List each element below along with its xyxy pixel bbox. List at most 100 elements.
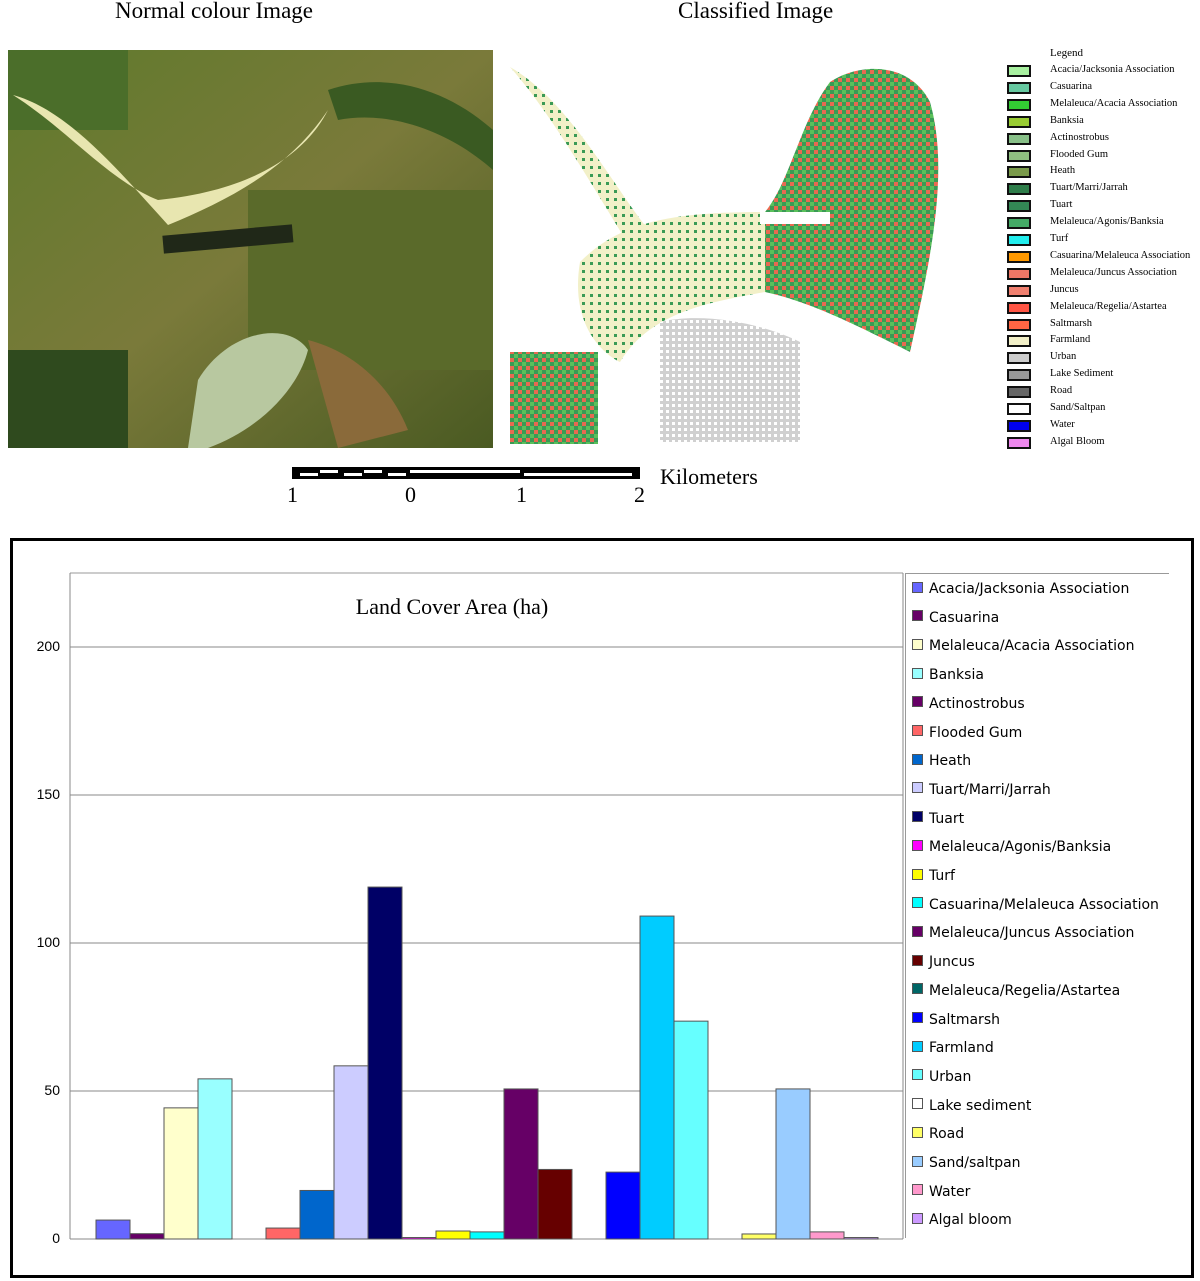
chart-frame <box>10 538 1194 1278</box>
y-tick-label: 100 <box>36 934 60 950</box>
bar <box>435 1230 471 1240</box>
chart-legend-item: Lake sediment <box>912 1097 1031 1115</box>
legend-label: Casuarina <box>929 609 1000 626</box>
chart-legend-item: Casuarina <box>912 609 999 627</box>
legend-label: Banksia <box>929 667 984 684</box>
chart-legend-item: Acacia/Jacksonia Association <box>912 580 1129 598</box>
bar <box>605 1171 641 1240</box>
map-legend-label: Heath <box>1050 165 1076 177</box>
map-legend-label: Flooded Gum <box>1050 148 1109 160</box>
classified-image <box>510 67 939 444</box>
map-legend-label: Melaleuca/Juncus Association <box>1050 266 1177 278</box>
bar <box>299 1189 335 1240</box>
legend-swatch <box>1007 267 1031 280</box>
chart-legend-item: Melaleuca/Agonis/Banksia <box>912 838 1111 856</box>
chart-legend-item: Water <box>912 1183 970 1201</box>
bar <box>95 1219 131 1240</box>
legend-swatch <box>912 1155 923 1167</box>
legend-label: Tuart/Marri/Jarrah <box>929 781 1051 798</box>
scale-unit: Kilometers <box>660 464 758 489</box>
legend-label: Juncus <box>929 954 975 971</box>
map-legend-label: Algal Bloom <box>1050 435 1105 447</box>
map-legend-label: Water <box>1050 418 1075 430</box>
legend-swatch <box>912 1069 923 1081</box>
legend-swatch <box>912 1184 923 1196</box>
map-legend-label: Urban <box>1050 351 1077 363</box>
legend-swatch <box>1007 132 1031 145</box>
classified-image-title: Classified Image <box>678 0 834 23</box>
legend-label: Sand/saltpan <box>929 1155 1021 1171</box>
map-legend-title: Legend <box>1050 47 1083 59</box>
legend-swatch <box>1007 200 1031 213</box>
legend-label: Melaleuca/Acacia Association <box>929 638 1135 655</box>
chart-legend-item: Melaleuca/Juncus Association <box>912 924 1134 942</box>
scale-label: 2 <box>634 482 645 507</box>
map-legend-label: Tuart <box>1050 199 1073 211</box>
bar <box>469 1231 505 1240</box>
map-legend-label: Actinostrobus <box>1050 131 1109 143</box>
legend-swatch <box>912 753 923 765</box>
legend-swatch <box>1007 183 1031 196</box>
map-legend-label: Saltmarsh <box>1050 317 1092 329</box>
chart-legend-item: Road <box>912 1125 964 1143</box>
bar <box>401 1237 437 1240</box>
legend-swatch <box>912 983 923 995</box>
legend-swatch <box>912 868 923 880</box>
bar <box>775 1088 811 1240</box>
legend-swatch <box>1007 403 1031 415</box>
bar <box>163 1107 199 1240</box>
legend-label: Melaleuca/Agonis/Banksia <box>929 839 1112 856</box>
chart-legend <box>905 573 1169 1238</box>
legend-swatch <box>912 1040 923 1052</box>
legend-label: Melaleuca/Juncus Association <box>929 925 1135 942</box>
bar <box>537 1168 573 1240</box>
chart-legend-item: Tuart/Marri/Jarrah <box>912 781 1051 799</box>
legend-swatch <box>912 1126 923 1138</box>
legend-label: Turf <box>929 868 955 884</box>
chart-legend-item: Heath <box>912 752 971 770</box>
chart-legend-item: Actinostrobus <box>912 695 1025 713</box>
legend-label: Farmland <box>929 1040 994 1057</box>
legend-swatch <box>1007 234 1031 246</box>
legend-swatch <box>1007 115 1031 128</box>
chart-legend-item: Farmland <box>912 1039 994 1057</box>
legend-swatch <box>912 725 923 736</box>
y-tick-label: 200 <box>36 638 60 654</box>
legend-swatch <box>1007 301 1031 314</box>
legend-label: Melaleuca/Regelia/Astartea <box>929 982 1121 999</box>
map-legend-label: Melaleuca/Agonis/Banksia <box>1050 216 1164 228</box>
map-legend-label: Melaleuca/Regelia/Astartea <box>1050 300 1167 312</box>
legend-swatch <box>1007 81 1031 94</box>
scale-label: 1 <box>287 482 298 507</box>
y-tick-label: 50 <box>44 1082 60 1098</box>
legend-swatch <box>912 610 923 622</box>
legend-swatch <box>1007 419 1031 432</box>
y-tick-label: 150 <box>36 786 60 802</box>
bar <box>129 1233 165 1240</box>
legend-swatch <box>912 811 923 823</box>
chart-legend-item: Tuart <box>912 810 964 828</box>
normal-colour-image <box>8 50 493 448</box>
legend-label: Actinostrobus <box>929 695 1025 712</box>
legend-swatch <box>1007 318 1031 331</box>
legend-swatch <box>912 839 923 851</box>
map-legend-label: Lake Sediment <box>1050 368 1114 380</box>
legend-label: Water <box>929 1183 971 1200</box>
legend-swatch <box>1007 149 1031 162</box>
map-legend-label: Casuarina/Melaleuca Association <box>1050 249 1191 261</box>
legend-swatch <box>912 1012 923 1023</box>
legend-swatch <box>912 925 923 937</box>
bar <box>333 1065 369 1240</box>
legend-swatch <box>912 1098 923 1110</box>
legend-swatch <box>1007 217 1031 230</box>
bar <box>843 1237 879 1240</box>
legend-swatch <box>912 581 923 593</box>
chart-legend-item: Algal bloom <box>912 1211 1012 1229</box>
legend-swatch <box>1007 250 1031 263</box>
map-legend-label: Juncus <box>1050 283 1079 295</box>
map-legend-label: Acacia/Jacksonia Association <box>1050 64 1175 75</box>
map-legend-label: Turf <box>1050 233 1069 244</box>
bar <box>197 1078 233 1240</box>
map-legend-label: Tuart/Marri/Jarrah <box>1050 182 1128 194</box>
legend-swatch <box>1007 352 1031 365</box>
